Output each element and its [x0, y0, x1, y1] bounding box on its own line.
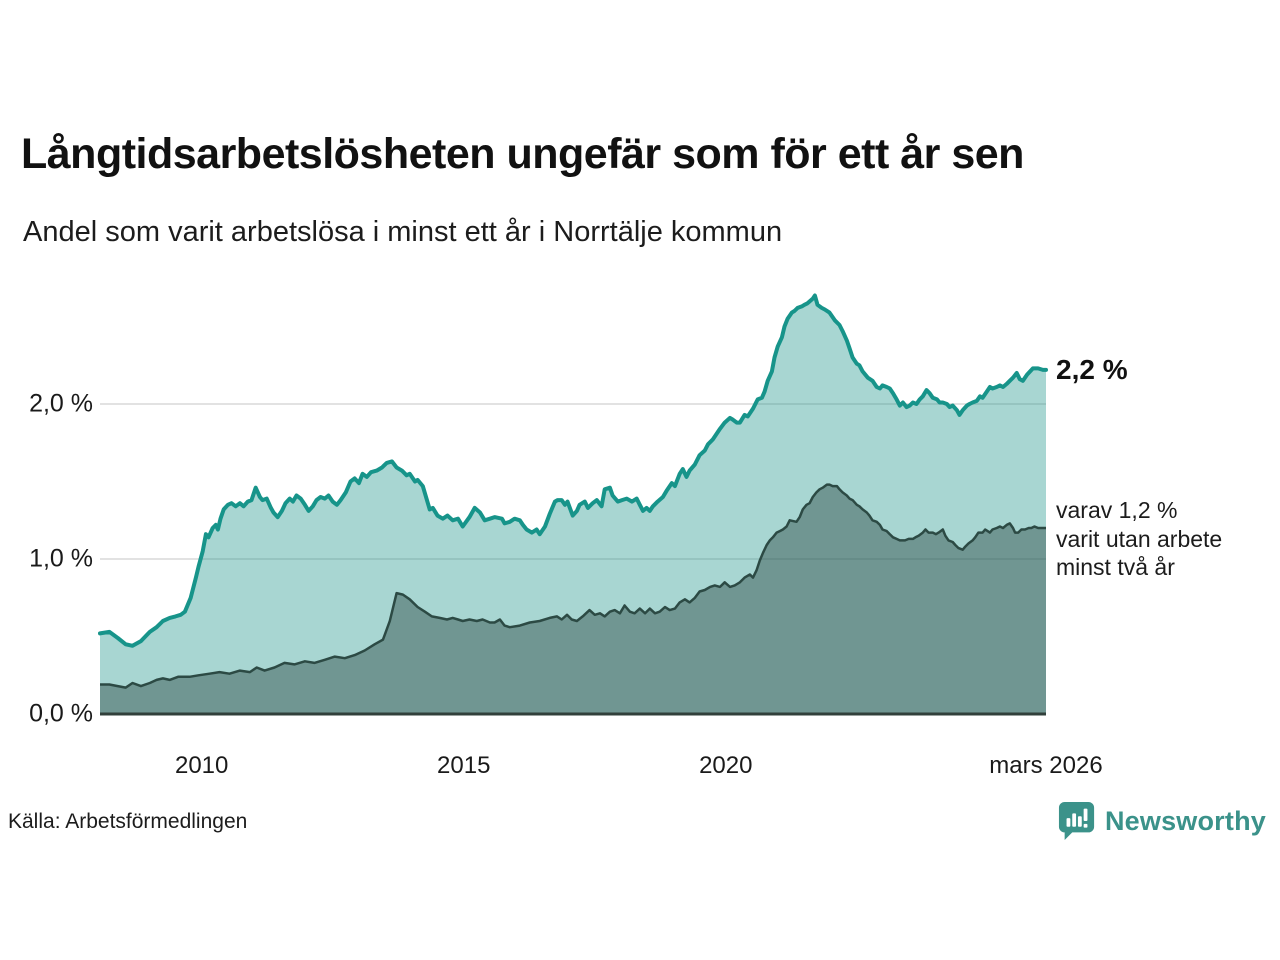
line-total [98, 293, 1048, 648]
newsworthy-logo: Newsworthy [1058, 800, 1266, 842]
annotation-two-year-detail: varav 1,2 % varit utan arbete minst två … [1056, 496, 1222, 582]
x-axis-tick-label: mars 2026 [989, 752, 1103, 779]
annotation-detail-line: minst två år [1056, 554, 1175, 580]
page-subtitle: Andel som varit arbetslösa i minst ett å… [23, 216, 783, 248]
annotation-detail-line: varit utan arbete [1056, 525, 1223, 552]
source-note: Källa: Arbetsförmedlingen [8, 810, 248, 833]
y-axis-tick-label: 0,0 % [29, 699, 93, 728]
x-axis-tick-label: 2010 [174, 752, 229, 779]
x-axis-tick-label: 2020 [699, 752, 753, 779]
y-axis-tick-label: 2,0 % [29, 389, 93, 418]
area-total [100, 295, 1046, 714]
y-axis-tick-label: 1,0 % [29, 544, 93, 573]
area-two-years [100, 484, 1046, 714]
page-title: Långtidsarbetslösheten ungefär som för e… [21, 130, 1024, 178]
x-axis-tick-label: 2015 [437, 752, 491, 779]
newsworthy-wordmark: Newsworthy [1104, 805, 1266, 836]
annotation-latest-total: 2,2 % [1056, 354, 1128, 385]
line-two-years [100, 483, 1046, 689]
annotation-detail-line: varav 1,2 % [1056, 497, 1178, 523]
newsworthy-bubble-chart-icon [1058, 802, 1095, 840]
